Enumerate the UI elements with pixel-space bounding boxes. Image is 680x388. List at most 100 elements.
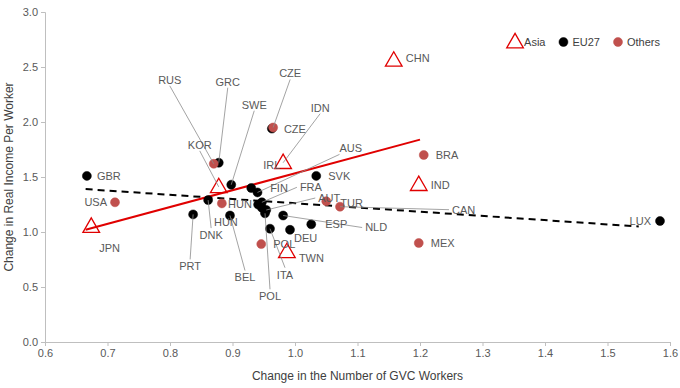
legend-marker (613, 38, 622, 47)
point-label: BRA (436, 149, 459, 161)
tick-label: 1.0 (288, 347, 303, 359)
tick-mark (108, 342, 109, 346)
legend-label: Others (627, 36, 661, 48)
point (82, 171, 91, 180)
legend-label: Asia (524, 36, 546, 48)
tick-label: 0.0 (23, 336, 38, 348)
point-label: PRT (179, 260, 201, 272)
y-axis: 0.0 0.5 1.0 1.5 2.0 2.5 3.0 (23, 6, 46, 348)
tick-label: 0.9 (225, 347, 240, 359)
point-label: USA (84, 196, 107, 208)
point-label: IDN (311, 102, 330, 114)
tick-label: 3.0 (23, 6, 38, 18)
point-label: KOR (188, 139, 212, 151)
tick-label: 0.8 (163, 347, 178, 359)
tick: 1.5 (23, 171, 45, 183)
x-axis: 0.60.70.80.91.01.11.21.31.41.51.6 (38, 342, 678, 359)
point (385, 52, 402, 66)
leaders (170, 80, 449, 290)
tick: 1.3 (475, 342, 490, 359)
point-label: HUN (228, 198, 252, 210)
point-label: ITA (277, 269, 294, 281)
tick: 0.8 (163, 342, 178, 359)
point-label: CAN (452, 204, 475, 216)
point-label: RUS (158, 74, 181, 86)
point (83, 218, 100, 232)
tick-mark (41, 67, 45, 68)
point-label: JPN (99, 242, 120, 254)
leader-line (283, 216, 362, 228)
tick: 0.7 (100, 342, 115, 359)
tick: 1.1 (350, 342, 365, 359)
point-label: FIN (270, 182, 288, 194)
point-label: DEU (294, 232, 317, 244)
y-axis-title: Change in Real Income Per Worker (2, 82, 16, 271)
point-label: GRC (216, 76, 241, 88)
leader-line (231, 111, 254, 185)
legend-item: EU27 (559, 36, 600, 48)
point (410, 176, 427, 190)
point-label: AUT (318, 192, 340, 204)
tick-mark (233, 342, 234, 346)
axis-line (46, 343, 671, 347)
point (656, 217, 665, 226)
tick-label: 1.5 (600, 347, 615, 359)
tick-label: 0.5 (23, 281, 38, 293)
point-label: ESP (325, 218, 347, 230)
point-label: MEX (431, 237, 456, 249)
leader-line (219, 88, 228, 163)
point (257, 240, 266, 249)
tick: 2.0 (23, 116, 45, 128)
point-label: IND (431, 179, 450, 191)
tick-mark (358, 342, 359, 346)
point-label: IRL (263, 159, 280, 171)
trend-line (86, 189, 639, 226)
leader-line (170, 86, 214, 164)
leader-line (265, 213, 270, 289)
tick-label: 0.6 (38, 347, 53, 359)
point (217, 199, 226, 208)
tick: 1.0 (23, 226, 45, 238)
tick-mark (41, 342, 45, 343)
point-label: LUX (630, 215, 652, 227)
point-label: CZE (279, 67, 301, 79)
legend-marker (507, 33, 524, 47)
tick-label: 2.0 (23, 116, 38, 128)
axis-line (41, 13, 46, 343)
tick-mark (41, 12, 45, 13)
point-label: TUR (340, 197, 363, 209)
chart: 0.60.70.80.91.01.11.21.31.41.51.60.00.51… (0, 0, 680, 388)
leader-line (266, 198, 315, 210)
tick-label: 2.5 (23, 61, 38, 73)
tick: 1.6 (663, 342, 678, 359)
point-labels: CHNINDJPNKORIDNTWNGBRGRCCZESWEIRLAUSFINF… (84, 52, 651, 302)
point (307, 220, 316, 229)
tick: 0.0 (23, 336, 45, 348)
point-label: POL (259, 290, 281, 302)
tick: 1.5 (600, 342, 615, 359)
tick-mark (41, 287, 45, 288)
tick-mark (608, 342, 609, 346)
tick: 0.6 (38, 342, 53, 359)
point-label: SWE (242, 99, 267, 111)
tick-label: 1.4 (538, 347, 553, 359)
point (312, 171, 321, 180)
tick: 0.5 (23, 281, 45, 293)
point-label: DNK (200, 229, 224, 241)
tick: 0.9 (225, 342, 240, 359)
leader-line (273, 80, 290, 128)
plot-area (82, 52, 664, 258)
tick-label: 1.5 (23, 171, 38, 183)
leader-line (283, 114, 320, 163)
tick-label: 1.3 (475, 347, 490, 359)
point-label: HUN (214, 216, 238, 228)
tick-mark (41, 122, 45, 123)
tick: 1.0 (288, 342, 303, 359)
leader-line (208, 200, 211, 228)
point (414, 239, 423, 248)
legend-item: Asia (507, 33, 547, 47)
tick-mark (41, 232, 45, 233)
legend: Asia EU27 Others (507, 33, 661, 47)
point (111, 198, 120, 207)
point-label: CZE (284, 123, 306, 135)
